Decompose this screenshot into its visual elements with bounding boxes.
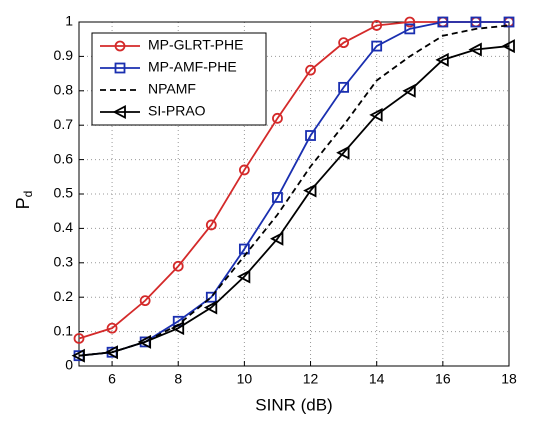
y-tick-label: 0.4	[54, 219, 74, 235]
x-tick-label: 8	[174, 371, 182, 387]
marker	[371, 20, 383, 31]
legend-label: MP-AMF-PHE	[148, 59, 237, 75]
y-tick-label: 0.8	[54, 82, 74, 98]
legend-label: SI-PRAO	[148, 103, 206, 119]
marker	[272, 112, 283, 124]
marker	[369, 107, 383, 122]
marker	[205, 291, 217, 303]
marker	[104, 345, 118, 360]
plot-frame	[78, 21, 510, 367]
marker	[437, 16, 449, 28]
legend-box	[91, 32, 267, 126]
marker	[303, 183, 317, 198]
marker	[236, 269, 251, 284]
marker	[270, 231, 284, 246]
series-line	[78, 21, 509, 340]
marker	[338, 81, 350, 93]
marker	[170, 321, 185, 336]
marker	[305, 64, 316, 76]
marker	[503, 16, 515, 28]
marker	[114, 62, 126, 74]
marker	[106, 322, 118, 334]
marker	[114, 40, 126, 52]
marker	[203, 300, 218, 315]
marker	[272, 192, 283, 203]
x-tick-label: 16	[435, 371, 451, 387]
legend: MP-GLRT-PHE MP-AMF-PHE NPAMF SI-PRAO	[91, 32, 267, 126]
marker	[404, 16, 416, 28]
y-tick-label: 1	[65, 13, 73, 29]
x-tick-label: 18	[501, 371, 517, 387]
marker	[501, 39, 515, 54]
legend-label: NPAMF	[148, 81, 196, 97]
x-tick-label: 14	[369, 371, 385, 387]
y-tick-label: 0.2	[54, 288, 74, 304]
y-axis-label: Pd	[13, 191, 35, 210]
marker	[338, 37, 350, 49]
marker	[238, 243, 250, 255]
y-tick-label: 0.9	[54, 47, 74, 63]
marker	[238, 164, 250, 176]
y-tick-label: 0.6	[54, 150, 74, 166]
y-tick-label: 0.5	[54, 185, 74, 201]
y-label-sub: d	[21, 191, 35, 198]
marker	[435, 52, 449, 67]
marker	[468, 42, 482, 57]
y-label-main: P	[13, 197, 33, 209]
marker	[205, 219, 217, 231]
marker	[336, 145, 350, 160]
x-tick-label: 10	[237, 371, 253, 387]
marker	[172, 260, 184, 272]
marker	[137, 334, 152, 349]
marker	[73, 333, 85, 344]
y-tick-label: 0.1	[54, 322, 74, 338]
marker	[371, 40, 383, 52]
marker	[404, 23, 416, 35]
y-tick-label: 0	[65, 357, 73, 373]
marker	[139, 295, 151, 307]
y-tick-label: 0.7	[54, 116, 74, 132]
marker	[71, 348, 85, 363]
x-axis-label: SINR (dB)	[255, 395, 332, 414]
x-tick-label: 12	[303, 371, 319, 387]
marker	[470, 16, 482, 28]
x-tick-label: 6	[108, 371, 116, 387]
legend-label: MP-GLRT-PHE	[148, 37, 243, 53]
y-tick-label: 0.3	[54, 254, 74, 270]
marker	[402, 83, 416, 98]
marker	[112, 105, 126, 119]
marker	[305, 130, 316, 141]
